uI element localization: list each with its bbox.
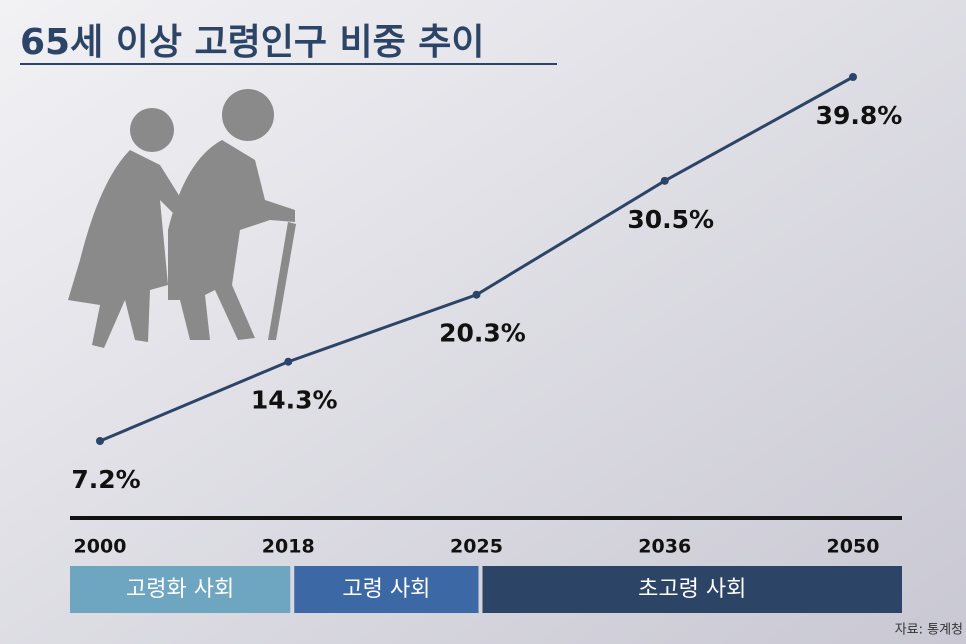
point xyxy=(472,290,481,299)
period-label: 고령화 사회 xyxy=(126,577,234,602)
chart-title: 65세 이상 고령인구 비중 추이 xyxy=(20,22,485,63)
data-label: 7.2% xyxy=(71,465,140,494)
point xyxy=(660,176,669,185)
x-tick-label: 2050 xyxy=(827,536,880,558)
source: 자료: 통계청 xyxy=(895,623,963,638)
period-band xyxy=(70,566,291,613)
elderly-icon xyxy=(68,89,296,348)
data-label: 20.3% xyxy=(439,319,526,348)
data-label: 30.5% xyxy=(627,205,714,234)
point xyxy=(96,437,104,445)
point xyxy=(849,73,857,81)
data-label: 14.3% xyxy=(251,386,338,415)
point xyxy=(284,357,293,366)
period-label: 초고령 사회 xyxy=(638,577,746,602)
x-tick-label: 2000 xyxy=(74,536,127,558)
period-band xyxy=(294,566,479,613)
period-band xyxy=(482,566,902,613)
x-tick-label: 2018 xyxy=(262,536,315,558)
x-tick-label: 2036 xyxy=(638,536,691,558)
period-label: 고령 사회 xyxy=(342,577,430,602)
x-tick-label: 2025 xyxy=(450,536,503,558)
data-label: 39.8% xyxy=(816,101,903,130)
